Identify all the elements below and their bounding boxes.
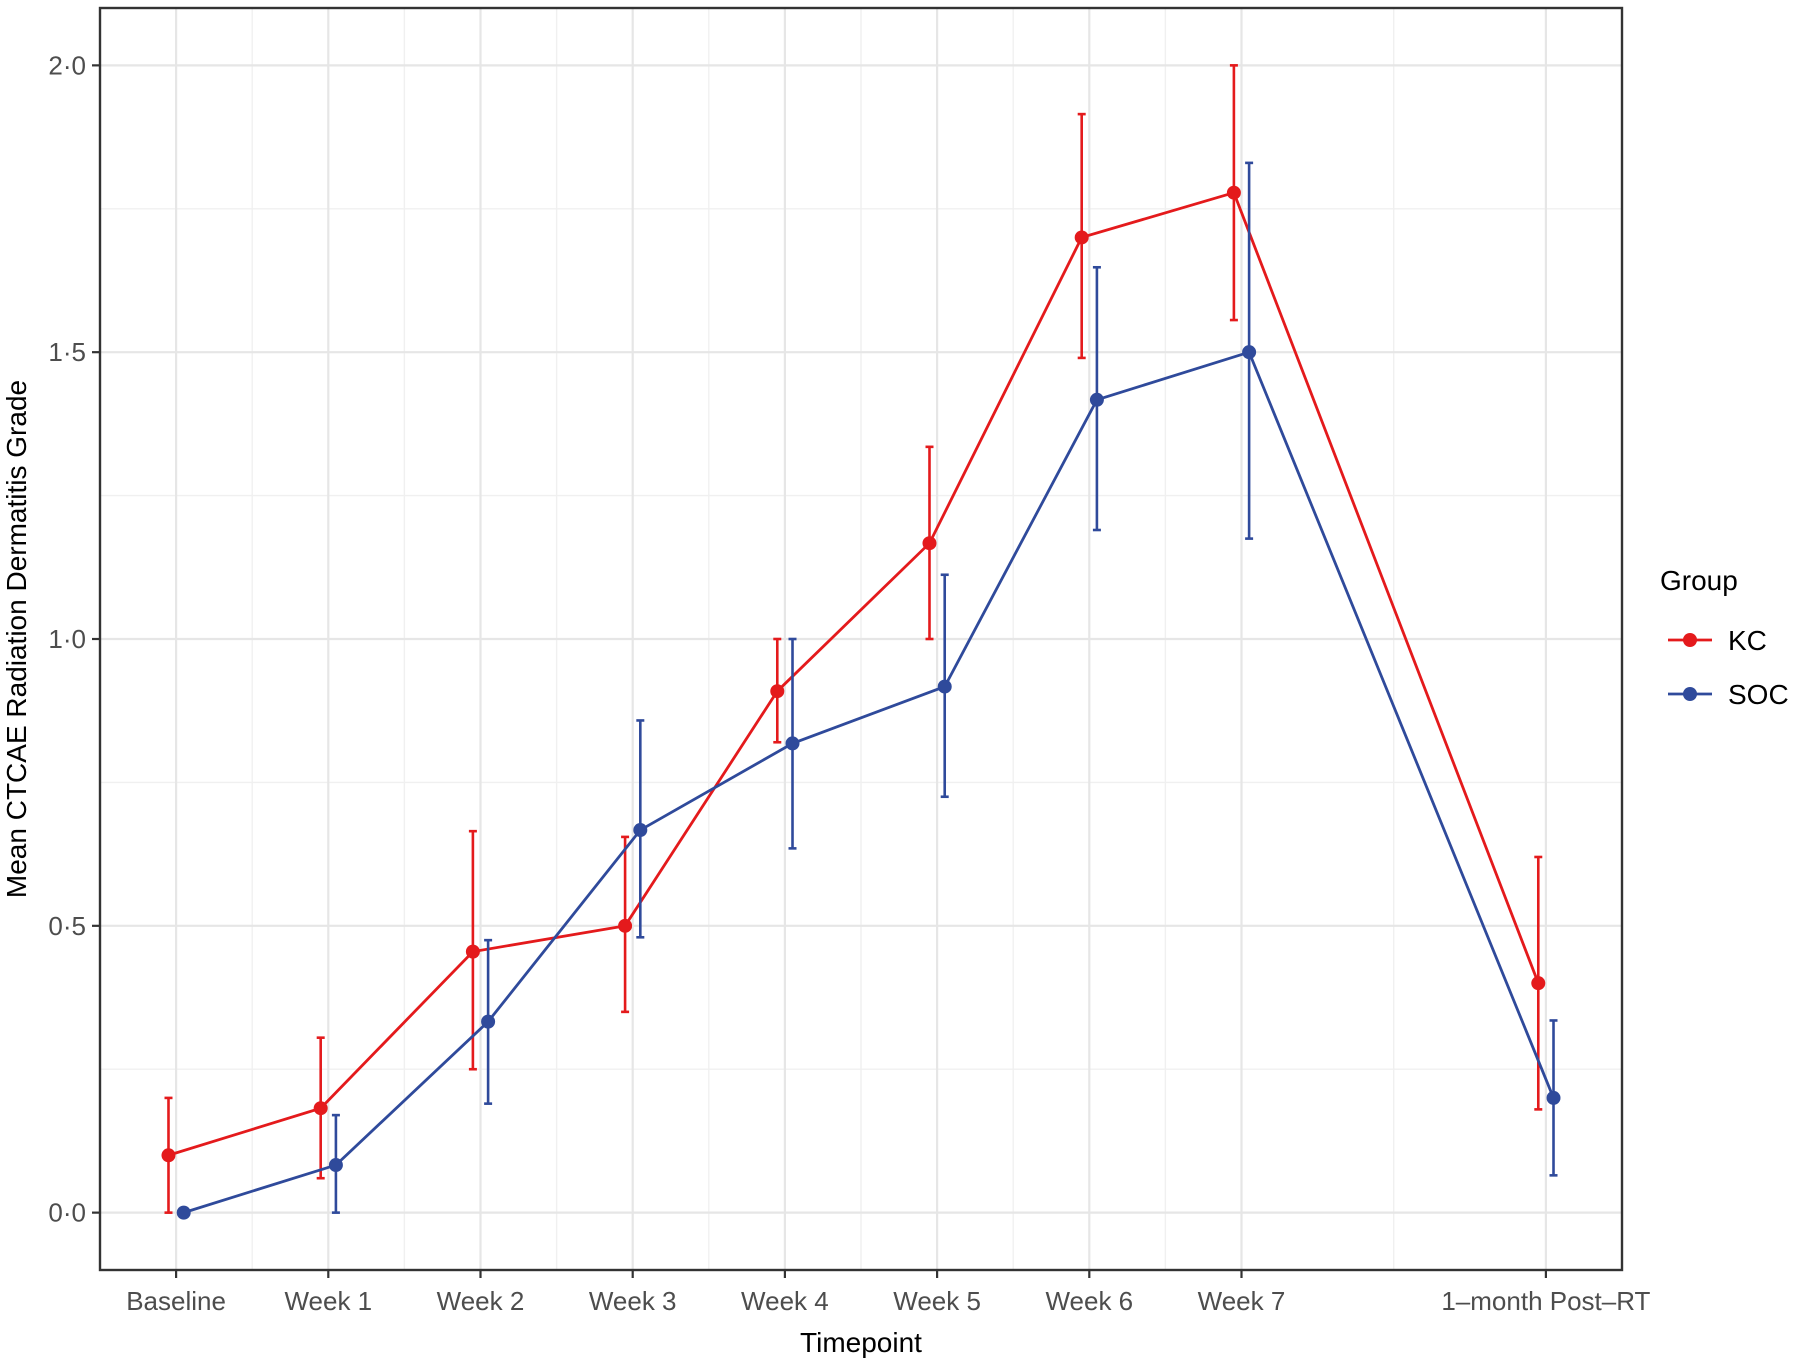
data-point bbox=[465, 944, 480, 959]
x-tick-label: Week 7 bbox=[1198, 1286, 1286, 1316]
series-kc bbox=[161, 64, 1546, 1214]
legend-key-point bbox=[1683, 687, 1697, 701]
data-point bbox=[481, 1014, 496, 1029]
data-point bbox=[922, 536, 937, 551]
data-point bbox=[1074, 230, 1089, 245]
x-axis-title: Timepoint bbox=[800, 1327, 922, 1358]
x-tick-label: Baseline bbox=[126, 1286, 226, 1316]
y-tick-label: 1·0 bbox=[48, 624, 86, 654]
data-point bbox=[1531, 976, 1546, 991]
data-point bbox=[618, 918, 633, 933]
x-tick-label: Week 5 bbox=[893, 1286, 981, 1316]
data-point bbox=[1089, 392, 1104, 407]
x-tick-label: Week 4 bbox=[741, 1286, 829, 1316]
x-tick-label: Week 6 bbox=[1045, 1286, 1133, 1316]
series-soc bbox=[176, 161, 1561, 1220]
legend-title: Group bbox=[1660, 565, 1738, 596]
data-point bbox=[770, 684, 785, 699]
data-point bbox=[161, 1148, 176, 1163]
x-tick-label: Week 1 bbox=[284, 1286, 372, 1316]
x-tick-label: 1–month Post–RT bbox=[1441, 1286, 1650, 1316]
y-axis-title: Mean CTCAE Radiation Dermatitis Grade bbox=[1, 380, 32, 898]
legend-label: KC bbox=[1728, 625, 1767, 656]
data-point bbox=[1226, 185, 1241, 200]
y-tick-label: 0·0 bbox=[48, 1198, 86, 1228]
legend: Group KC SOC bbox=[1660, 565, 1789, 710]
y-tick-label: 2·0 bbox=[48, 50, 86, 80]
data-point bbox=[176, 1205, 191, 1220]
y-tick-label: 0·5 bbox=[48, 911, 86, 941]
data-point bbox=[1242, 345, 1257, 360]
x-tick-label: Week 2 bbox=[437, 1286, 525, 1316]
data-point bbox=[328, 1158, 343, 1173]
legend-key-point bbox=[1683, 633, 1697, 647]
data-point bbox=[633, 823, 648, 838]
data-point bbox=[1546, 1090, 1561, 1105]
legend-label: SOC bbox=[1728, 679, 1789, 710]
data-point bbox=[313, 1101, 328, 1116]
x-tick-label: Week 3 bbox=[589, 1286, 677, 1316]
data-point bbox=[937, 679, 952, 694]
data-point bbox=[785, 736, 800, 751]
y-tick-label: 1·5 bbox=[48, 337, 86, 367]
